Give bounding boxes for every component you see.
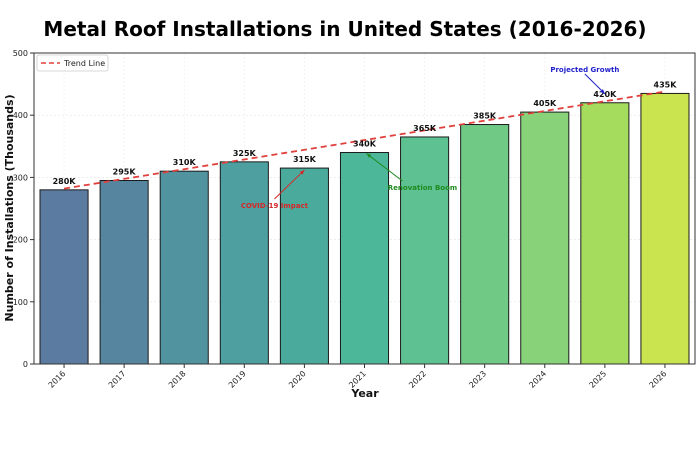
y-tick-label: 100 bbox=[13, 298, 28, 307]
annotation-label: Projected Growth bbox=[550, 66, 619, 74]
x-tick-label: 2025 bbox=[588, 369, 609, 390]
annotation-arrowhead bbox=[299, 170, 305, 175]
x-tick-label: 2024 bbox=[527, 369, 548, 390]
bar-2025 bbox=[580, 102, 630, 365]
bar-2016 bbox=[39, 189, 89, 365]
bar-2018 bbox=[159, 170, 209, 365]
x-tick-label: 2020 bbox=[287, 369, 308, 390]
bar-2024 bbox=[520, 111, 570, 365]
legend-trend-label: Trend Line bbox=[63, 59, 105, 68]
annotation-arrow bbox=[274, 169, 305, 200]
y-tick-label: 300 bbox=[13, 173, 28, 182]
data-label: 280K bbox=[53, 177, 77, 186]
annotation-label: Renovation Boom bbox=[388, 184, 457, 192]
data-label: 385K bbox=[473, 112, 497, 121]
data-label: 435K bbox=[654, 80, 678, 89]
data-label: 420K bbox=[593, 90, 617, 99]
chart-title: Metal Roof Installations in United State… bbox=[43, 17, 646, 41]
data-label: 365K bbox=[413, 124, 437, 133]
trend-layer bbox=[63, 90, 666, 190]
annotation-arrow bbox=[584, 73, 606, 95]
x-tick-label: 2016 bbox=[47, 369, 68, 390]
bar-2026 bbox=[640, 92, 690, 365]
bar-2023 bbox=[460, 124, 510, 365]
x-tick-label: 2018 bbox=[167, 369, 188, 390]
bar-2020 bbox=[279, 167, 329, 365]
trend-line bbox=[63, 90, 666, 190]
annotation-arrowhead bbox=[366, 153, 372, 158]
annotation-arrow bbox=[366, 153, 403, 182]
y-axis-label: Number of Installations (Thousands) bbox=[3, 94, 16, 321]
data-label: 340K bbox=[353, 140, 377, 149]
legend: Trend Line bbox=[36, 54, 109, 72]
y-tick-label: 200 bbox=[13, 236, 28, 245]
data-label: 315K bbox=[293, 155, 317, 164]
data-label: 325K bbox=[233, 149, 257, 158]
x-tick-label: 2019 bbox=[227, 369, 248, 390]
bar-2017 bbox=[99, 180, 149, 365]
bar-2019 bbox=[219, 161, 269, 365]
x-tick-label: 2026 bbox=[648, 369, 669, 390]
x-axis-label: Year bbox=[350, 387, 379, 400]
bars bbox=[39, 92, 690, 365]
annotations: COVID-19 Impact Renovation Boom Projected … bbox=[241, 66, 620, 210]
y-tick-label: 500 bbox=[13, 49, 28, 58]
data-label: 405K bbox=[533, 99, 557, 108]
data-label: 295K bbox=[113, 168, 137, 177]
y-tick-label: 0 bbox=[23, 360, 28, 369]
legend-box bbox=[36, 54, 109, 72]
x-tick-label: 2023 bbox=[467, 369, 488, 390]
annotation-arrowhead bbox=[600, 89, 605, 94]
data-label: 310K bbox=[173, 158, 197, 167]
bar-2022 bbox=[400, 136, 450, 365]
x-tick-label: 2017 bbox=[107, 369, 128, 390]
y-tick-label: 400 bbox=[13, 111, 28, 120]
annotation-label: COVID-19 Impact bbox=[241, 202, 309, 210]
bar-2021 bbox=[339, 152, 390, 365]
data-labels: 280K 295K 310K 325K 315K 340K 365K 385K 405K 420K… bbox=[53, 80, 678, 185]
x-tick-label: 2022 bbox=[407, 369, 428, 390]
